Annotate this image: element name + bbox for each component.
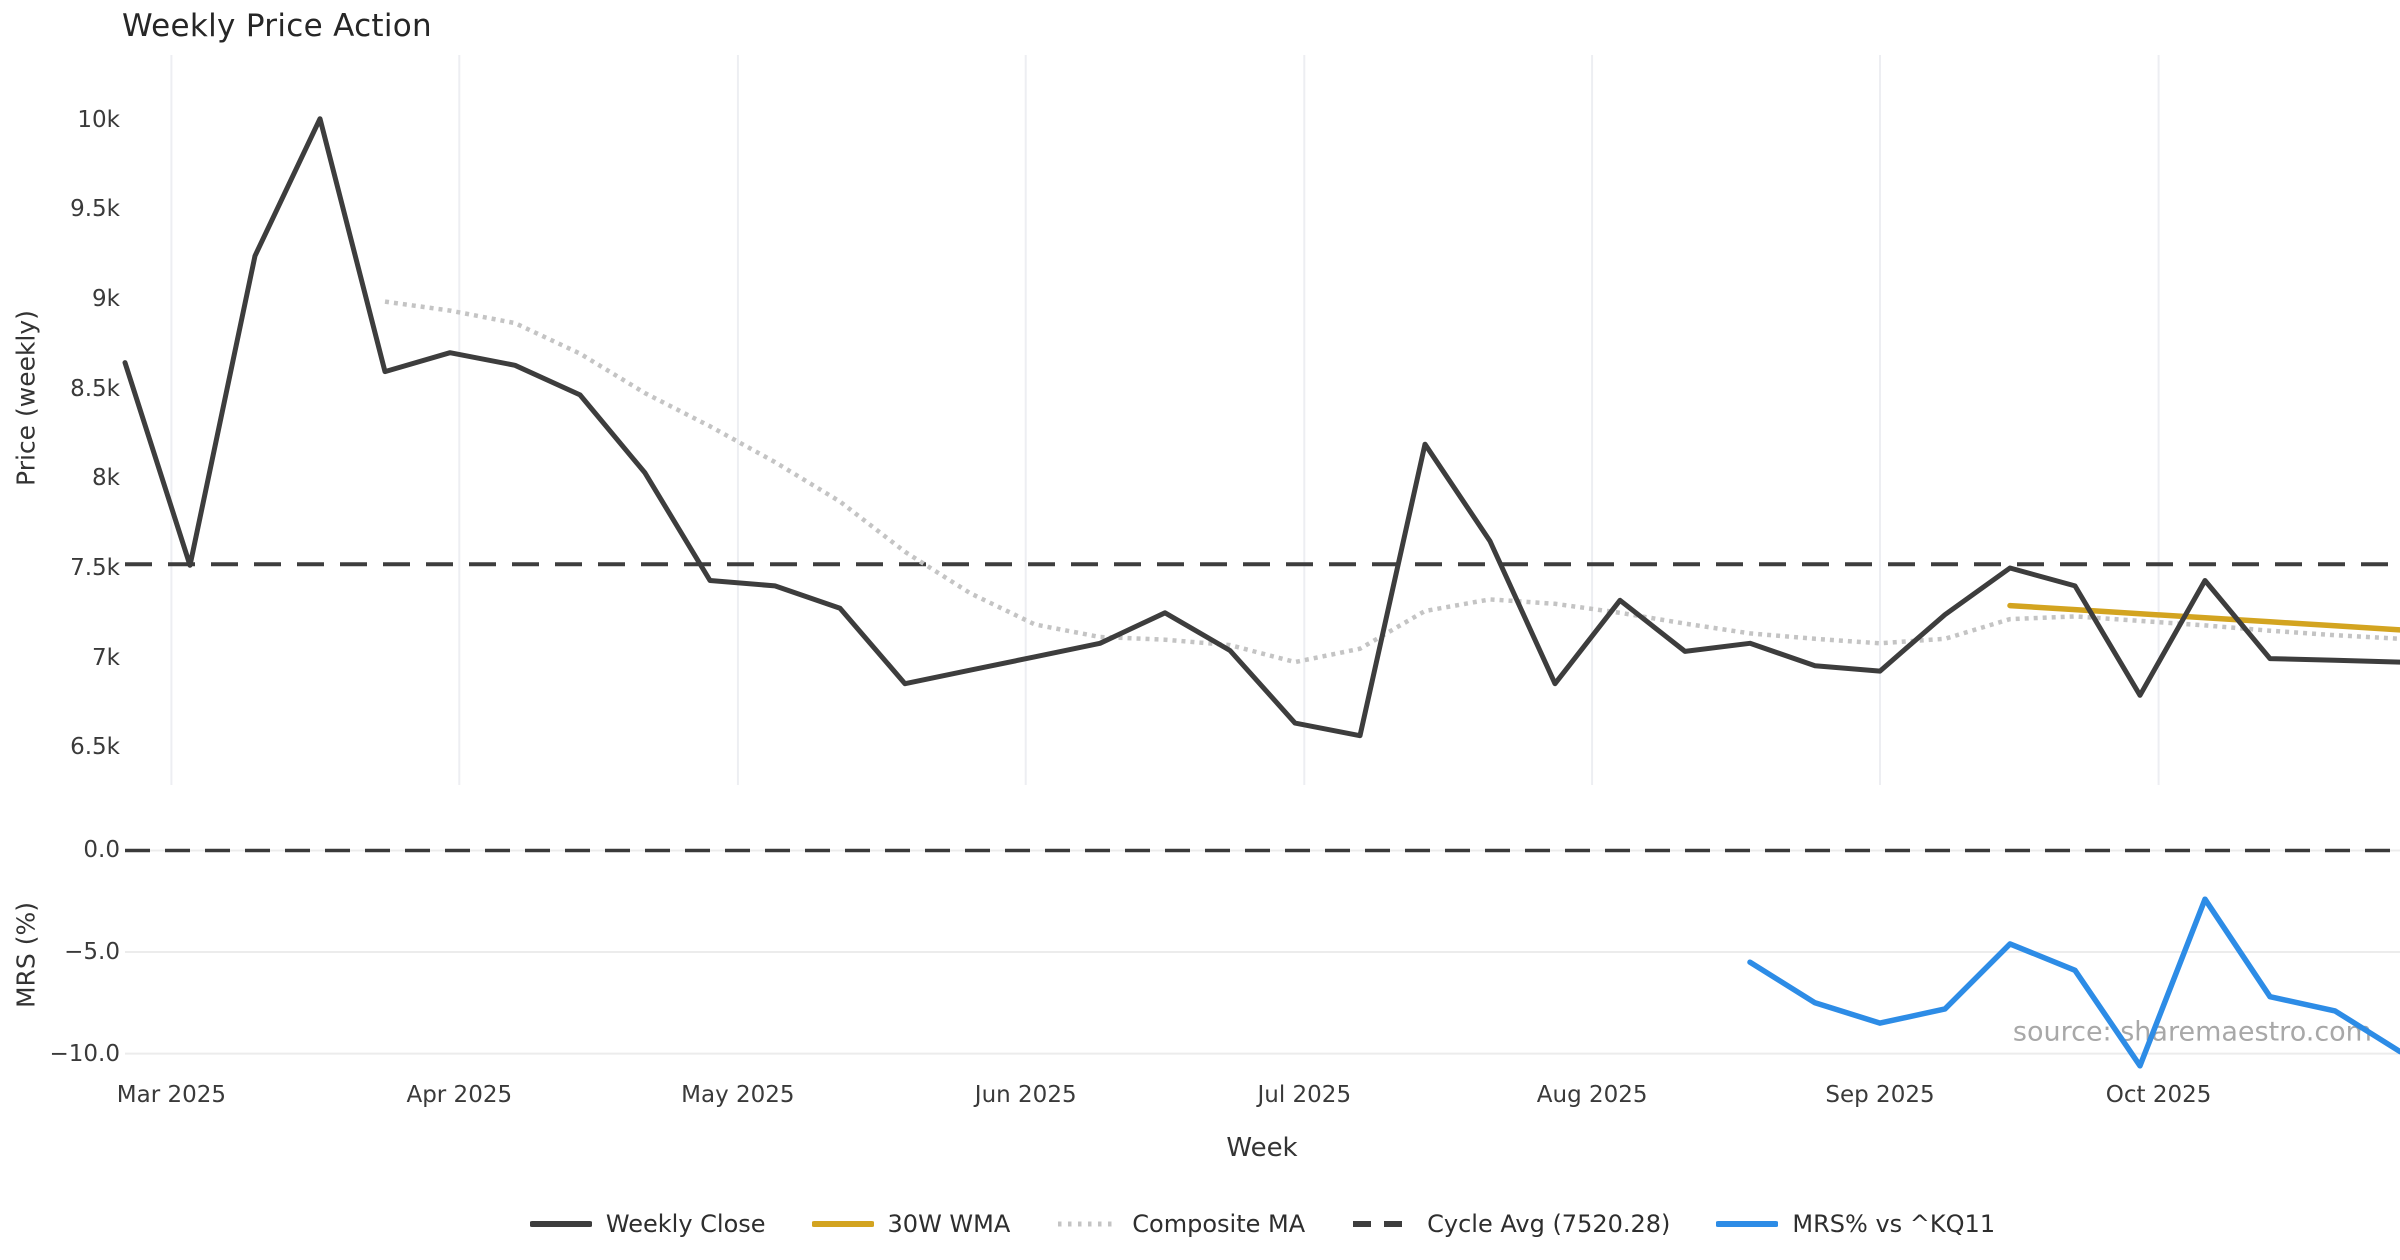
legend-item-30w-wma: 30W WMA <box>811 1210 1011 1238</box>
x-tick-label: Aug 2025 <box>1536 1082 1648 1108</box>
x-tick-label: Jun 2025 <box>974 1082 1077 1108</box>
legend-swatch-solid <box>529 1221 592 1227</box>
watermark: source: sharemaestro.com <box>2012 1016 2372 1048</box>
price-ytick-label: 9.5k <box>70 196 120 223</box>
x-tick-label: Apr 2025 <box>406 1082 513 1108</box>
mrs-ytick-label: 0.0 <box>83 837 120 864</box>
legend-swatch-dotted <box>1058 1221 1117 1227</box>
price-ytick-label: 6.5k <box>70 734 120 761</box>
weekly-close-line <box>122 116 2400 739</box>
wma-line <box>2007 602 2400 633</box>
price-ytick-label: 7.5k <box>70 554 120 581</box>
x-tick-label: Jul 2025 <box>1257 1082 1352 1108</box>
legend: Weekly Close 30W WMA Composite MA Cycle Avg… <box>125 1210 2400 1238</box>
x-tick-label: Sep 2025 <box>1825 1082 1935 1108</box>
x-axis-label: Week <box>1226 1133 1298 1163</box>
legend-label: Cycle Avg (7520.28) <box>1427 1210 1671 1238</box>
mrs-ytick-label: −5.0 <box>64 939 120 966</box>
x-tick-label: Mar 2025 <box>116 1082 227 1108</box>
mrs-ytick-label: −10.0 <box>49 1040 120 1067</box>
legend-item-composite-ma: Composite MA <box>1056 1210 1305 1238</box>
legend-swatch-dashed <box>1353 1221 1412 1227</box>
x-tick-label: May 2025 <box>681 1082 795 1108</box>
legend-label: 30W WMA <box>887 1210 1011 1238</box>
price-ytick-label: 9k <box>92 285 120 312</box>
legend-label: Composite MA <box>1132 1210 1306 1238</box>
price-ytick-label: 8k <box>92 465 120 492</box>
legend-label: MRS% vs ^KQ11 <box>1792 1210 1996 1238</box>
legend-item-cycle-avg-7520-28: Cycle Avg (7520.28) <box>1351 1210 1670 1238</box>
legend-item-mrs-vs-kq11: MRS% vs ^KQ11 <box>1716 1210 1995 1238</box>
price-ytick-label: 10k <box>77 106 120 133</box>
legend-swatch-solid <box>811 1221 874 1227</box>
page-title: Weekly Price Action <box>122 8 433 44</box>
price-ytick-label: 7k <box>92 644 120 671</box>
legend-item-weekly-close: Weekly Close <box>529 1210 766 1238</box>
mrs-line <box>1747 896 2400 1069</box>
legend-label: Weekly Close <box>605 1210 766 1238</box>
legend-swatch-solid <box>1716 1221 1779 1227</box>
x-tick-label: Oct 2025 <box>2105 1082 2212 1108</box>
price-ytick-label: 8.5k <box>70 375 120 402</box>
composite-ma-line <box>384 299 2400 665</box>
